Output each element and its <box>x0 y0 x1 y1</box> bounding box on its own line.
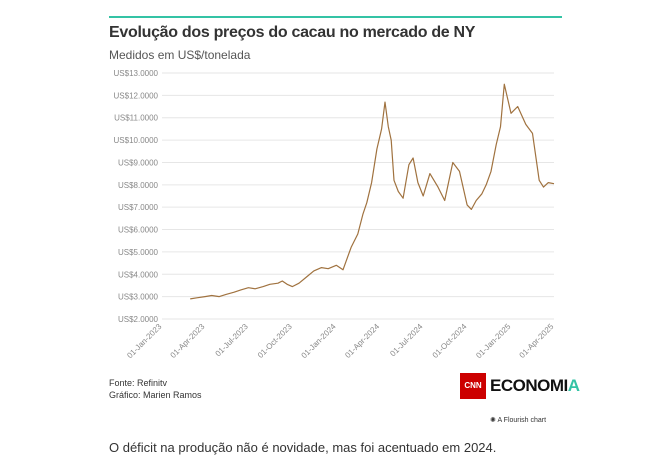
flourish-credit[interactable]: ✺ A Flourish chart <box>490 416 546 424</box>
x-tick-label: 01-Oct-2023 <box>256 322 294 360</box>
top-accent-rule <box>109 16 562 18</box>
cnn-economia-logo: CNN ECONOMIA <box>460 373 580 399</box>
flourish-icon: ✺ <box>490 417 498 424</box>
y-tick-label: US$11.0000 <box>114 114 158 123</box>
x-tick-label: 01-Apr-2023 <box>169 322 207 360</box>
y-tick-label: US$4.0000 <box>118 270 159 279</box>
economia-wordmark-last: A <box>567 376 580 395</box>
y-tick-label: US$5.0000 <box>118 248 159 257</box>
source-note: Fonte: Refinitv Gráfico: Marien Ramos <box>109 377 202 401</box>
y-tick-label: US$6.0000 <box>118 226 159 235</box>
x-tick-label: 01-Jul-2023 <box>214 322 251 359</box>
x-tick-label: 01-Apr-2024 <box>343 322 381 360</box>
x-tick-label: 01-Jan-2024 <box>300 322 339 361</box>
x-tick-label: 01-Oct-2024 <box>431 322 469 360</box>
y-tick-label: US$2.0000 <box>118 315 159 324</box>
flourish-label: A Flourish chart <box>497 417 547 424</box>
article-caption: O déficit na produção não é novidade, ma… <box>109 440 497 455</box>
y-tick-label: US$8.0000 <box>118 181 159 190</box>
y-tick-label: US$13.0000 <box>114 69 159 78</box>
x-tick-label: 01-Jan-2023 <box>125 322 164 361</box>
economia-wordmark: ECONOMIA <box>490 376 580 396</box>
credit-text: Gráfico: Marien Ramos <box>109 390 202 400</box>
y-tick-label: US$3.0000 <box>118 293 159 302</box>
chart-subtitle: Medidos em US$/tonelada <box>109 48 251 62</box>
x-tick-label: 01-Jul-2024 <box>388 322 425 359</box>
chart-title: Evolução dos preços do cacau no mercado … <box>109 24 476 41</box>
chart-container: Evolução dos preços do cacau no mercado … <box>109 0 580 432</box>
cnn-logo-badge: CNN <box>460 373 486 399</box>
y-tick-label: US$12.0000 <box>114 91 159 100</box>
source-text: Fonte: Refinitv <box>109 378 168 388</box>
y-tick-label: US$10.0000 <box>114 136 159 145</box>
economia-wordmark-main: ECONOMI <box>490 376 568 395</box>
y-tick-label: US$7.0000 <box>118 203 159 212</box>
x-tick-label: 01-Apr-2025 <box>518 322 556 360</box>
x-tick-label: 01-Jan-2025 <box>474 322 513 361</box>
line-chart: US$2.0000 US$3.0000 US$4.0000 US$5.0000 US$6… <box>114 69 556 361</box>
y-tick-label: US$9.0000 <box>118 158 159 167</box>
series-line-cocoa-price <box>190 83 555 300</box>
